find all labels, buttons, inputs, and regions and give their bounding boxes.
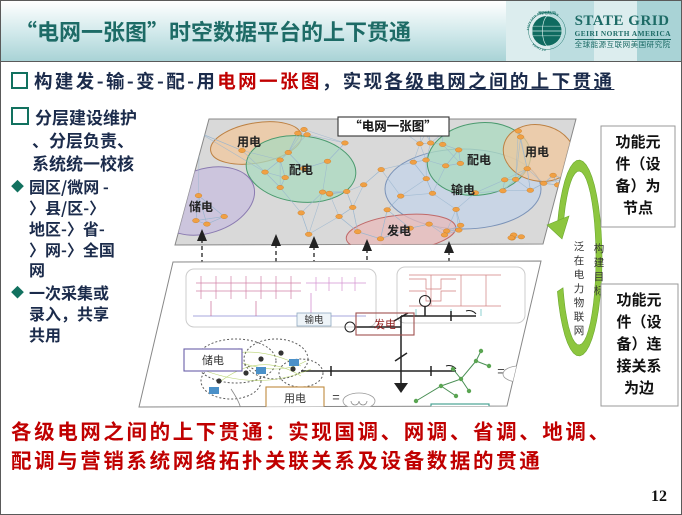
- svg-text:配电: 配电: [467, 151, 491, 168]
- svg-text:配电: 配电: [449, 406, 471, 422]
- svg-text:储电: 储电: [202, 352, 224, 368]
- svg-text:配电: 配电: [289, 161, 313, 178]
- svg-text:在: 在: [574, 253, 585, 268]
- svg-text:功能元: 功能元: [616, 289, 661, 310]
- svg-text:件（设: 件（设: [615, 153, 660, 174]
- svg-text:件（设: 件（设: [616, 311, 661, 332]
- svg-text:建: 建: [594, 255, 605, 270]
- svg-text:力: 力: [574, 281, 585, 296]
- svg-text:电: 电: [574, 267, 585, 282]
- svg-text:发电: 发电: [387, 222, 411, 239]
- svg-text:国家电网公司: 国家电网公司: [538, 10, 555, 15]
- svg-text:=: =: [332, 387, 339, 406]
- svg-text:输电: 输电: [451, 181, 475, 198]
- svg-text:用电: 用电: [284, 390, 306, 406]
- svg-text:泛: 泛: [574, 239, 585, 254]
- svg-text:为边: 为边: [624, 377, 654, 398]
- svg-text:发电: 发电: [374, 316, 396, 332]
- svg-text:目: 目: [594, 269, 605, 284]
- svg-text:用电: 用电: [525, 143, 549, 160]
- svg-text:物: 物: [574, 295, 585, 310]
- svg-text:接关系: 接关系: [616, 355, 661, 376]
- svg-text:网: 网: [574, 323, 585, 338]
- svg-text:储电: 储电: [189, 198, 213, 215]
- svg-text:构: 构: [594, 241, 605, 256]
- svg-text:联: 联: [574, 309, 585, 324]
- svg-text:备）连: 备）连: [616, 333, 661, 354]
- svg-text:用电: 用电: [237, 133, 261, 150]
- svg-text:“电网一张图”: “电网一张图”: [349, 116, 437, 135]
- svg-text:=: =: [497, 361, 504, 380]
- svg-text:备）为: 备）为: [615, 175, 660, 196]
- svg-text:输电: 输电: [304, 312, 324, 326]
- svg-text:节点: 节点: [623, 197, 653, 218]
- svg-text:功能元: 功能元: [615, 131, 660, 152]
